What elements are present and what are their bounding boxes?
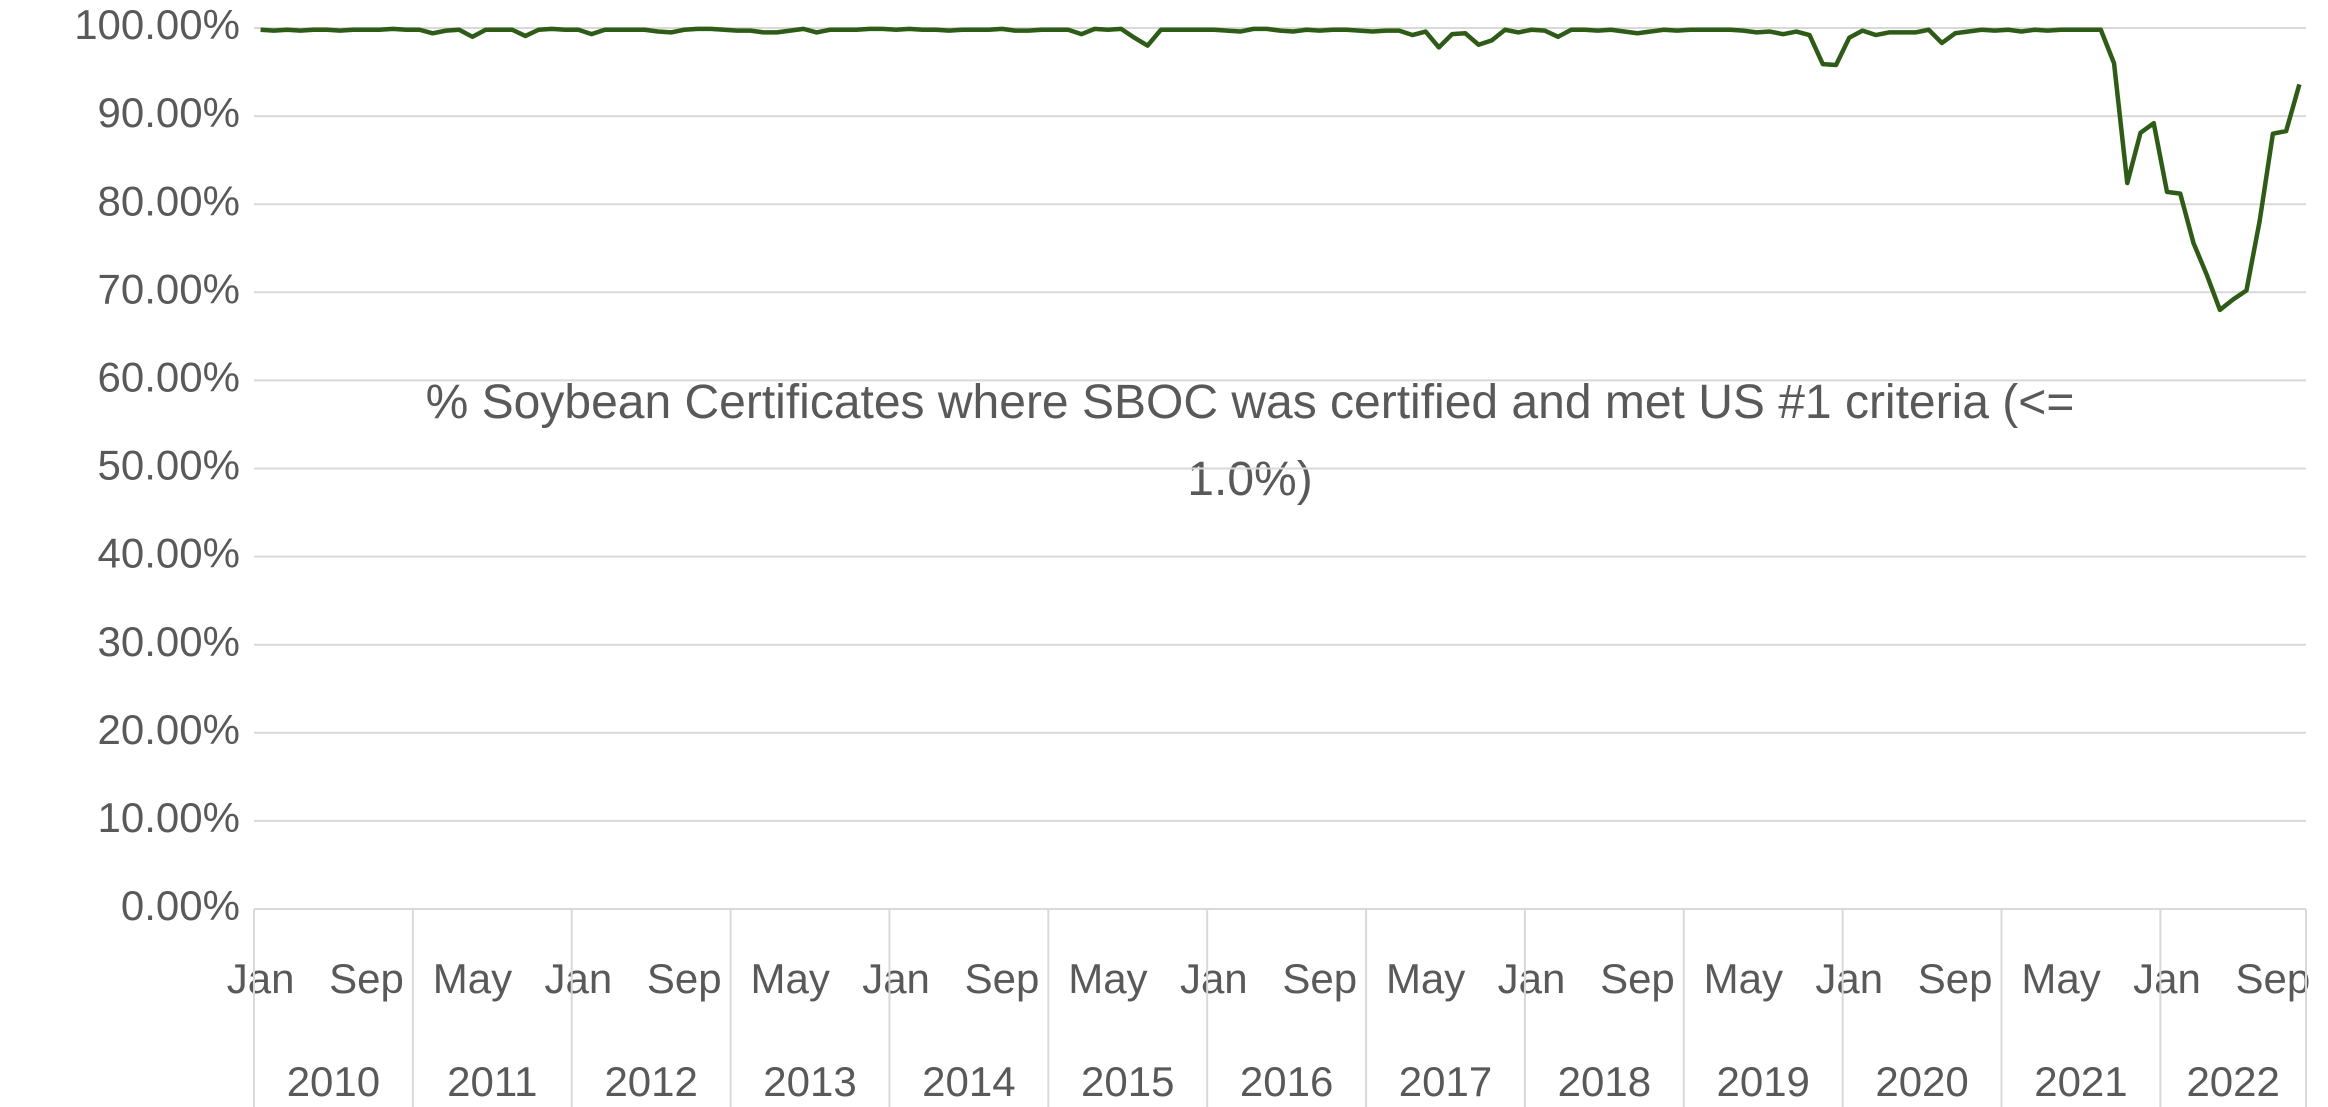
year-label: 2014 xyxy=(922,1058,1015,1105)
x-tick-label: Sep xyxy=(647,955,722,1002)
year-label: 2010 xyxy=(287,1058,380,1105)
x-tick-label: Sep xyxy=(2236,955,2311,1002)
x-tick-label: Jan xyxy=(1815,955,1883,1002)
title-box: % Soybean Certificates where SBOC was ce… xyxy=(425,376,2075,506)
y-tick-label: 30.00% xyxy=(98,618,240,665)
x-tick-label: Sep xyxy=(1600,955,1675,1002)
y-tick-label: 90.00% xyxy=(98,89,240,136)
y-tick-label: 40.00% xyxy=(98,530,240,577)
y-tick-label: 20.00% xyxy=(98,706,240,753)
chart-title: % Soybean Certificates where SBOC was ce… xyxy=(425,376,2075,506)
x-tick-label: May xyxy=(433,955,512,1002)
year-label: 2020 xyxy=(1875,1058,1968,1105)
x-tick-label: Sep xyxy=(965,955,1040,1002)
year-label: 2012 xyxy=(604,1058,697,1105)
year-label: 2017 xyxy=(1399,1058,1492,1105)
year-label: 2015 xyxy=(1081,1058,1174,1105)
y-tick-label: 50.00% xyxy=(98,442,240,489)
x-tick-label: May xyxy=(1386,955,1465,1002)
y-tick-label: 70.00% xyxy=(98,265,240,312)
x-tick-label: Jan xyxy=(544,955,612,1002)
x-tick-label: Jan xyxy=(2133,955,2201,1002)
x-tick-label: Jan xyxy=(862,955,930,1002)
x-tick-label: Sep xyxy=(1918,955,1993,1002)
x-tick-label: May xyxy=(1068,955,1147,1002)
year-label: 2013 xyxy=(763,1058,856,1105)
year-label: 2018 xyxy=(1558,1058,1651,1105)
y-tick-label: 0.00% xyxy=(121,882,240,929)
data-line xyxy=(260,26,2302,313)
year-label: 2019 xyxy=(1716,1058,1809,1105)
y-tick-label: 80.00% xyxy=(98,177,240,224)
y-tick-label: 60.00% xyxy=(98,353,240,400)
year-label: 2022 xyxy=(2186,1058,2279,1105)
x-tick-label: May xyxy=(750,955,829,1002)
x-tick-label: Jan xyxy=(227,955,295,1002)
year-label: 2016 xyxy=(1240,1058,1333,1105)
x-tick-label: Sep xyxy=(1282,955,1357,1002)
x-tick-label: Jan xyxy=(1498,955,1566,1002)
x-tick-label: Sep xyxy=(329,955,404,1002)
y-tick-label: 10.00% xyxy=(98,794,240,841)
x-tick-label: May xyxy=(1704,955,1783,1002)
x-tick-label: Jan xyxy=(1180,955,1248,1002)
y-tick-label: 100.00% xyxy=(74,1,240,48)
x-tick-label: May xyxy=(2021,955,2100,1002)
year-label: 2021 xyxy=(2034,1058,2127,1105)
year-label: 2011 xyxy=(447,1058,537,1105)
